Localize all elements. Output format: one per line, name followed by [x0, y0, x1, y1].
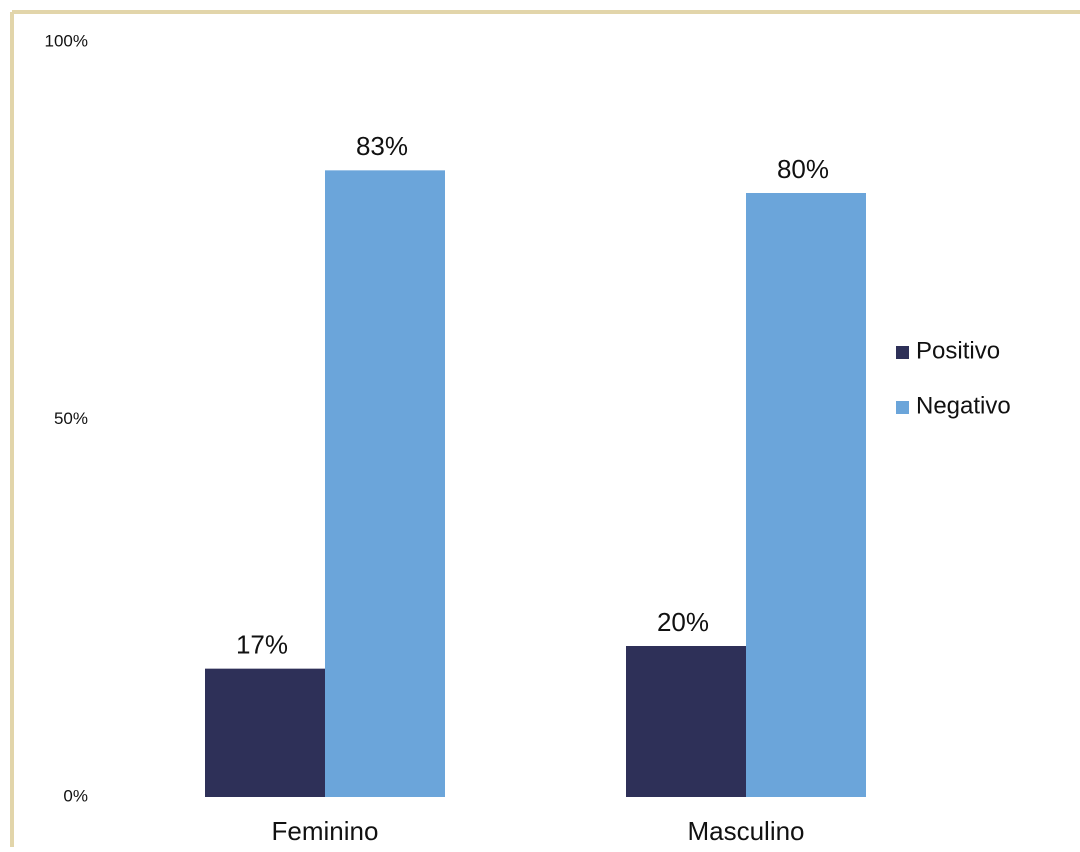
y-tick-label: 0%: [63, 786, 88, 805]
x-tick-label: Masculino: [687, 816, 804, 846]
y-tick-label: 100%: [45, 31, 88, 50]
legend-swatch: [896, 401, 909, 414]
bar: [205, 668, 325, 797]
x-tick-label: Feminino: [272, 816, 379, 846]
data-label: 17%: [236, 630, 288, 660]
data-label: 80%: [777, 154, 829, 184]
bar: [626, 646, 746, 797]
legend-label: Negativo: [916, 392, 1011, 419]
legend-label: Positivo: [916, 337, 1000, 364]
legend-swatch: [896, 346, 909, 359]
y-tick-label: 50%: [54, 409, 88, 428]
data-label: 83%: [356, 131, 408, 161]
bar: [325, 170, 445, 798]
data-label: 20%: [657, 607, 709, 637]
bar: [746, 193, 866, 797]
